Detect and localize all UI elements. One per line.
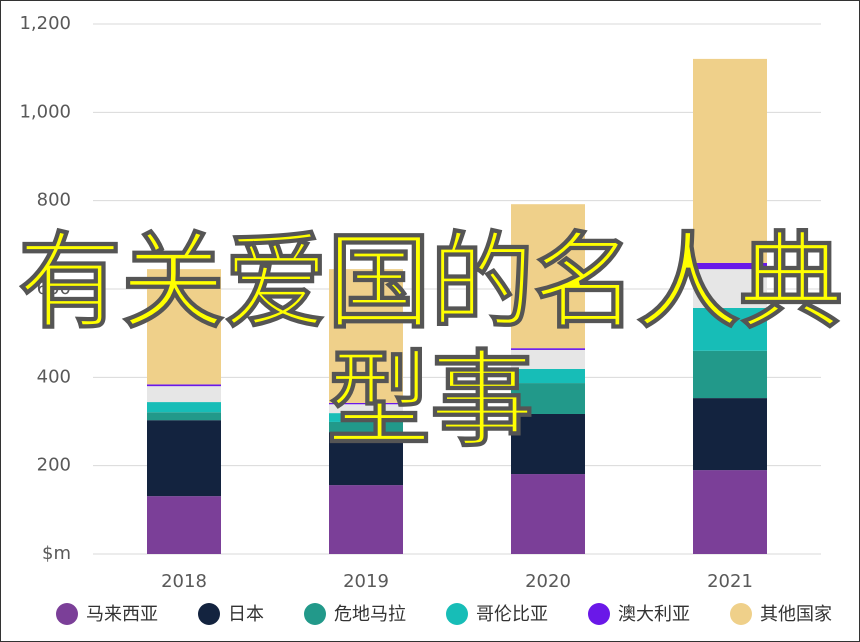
bar-segment (693, 470, 767, 554)
bar-segment (329, 413, 403, 422)
legend-label: 其他国家 (760, 604, 832, 625)
legend-marker (56, 603, 78, 625)
bar-segment (329, 485, 403, 554)
legend-marker (446, 603, 468, 625)
legend-label: 危地马拉 (334, 604, 406, 625)
bar-segment (329, 421, 403, 433)
legend-marker (730, 603, 752, 625)
bar-segment (511, 383, 585, 414)
bar-segment (511, 349, 585, 369)
bar-segment (329, 432, 403, 486)
bar-segment (693, 58, 767, 263)
y-tick-label: 1,200 (19, 13, 71, 34)
x-tick-label: 2018 (161, 571, 207, 592)
bar-segment (147, 496, 221, 554)
bar-segment (693, 262, 767, 270)
legend-marker (588, 603, 610, 625)
bar-segment (147, 420, 221, 497)
y-tick-label: 600 (37, 278, 71, 299)
bar-segment (693, 307, 767, 351)
bar-segment (329, 404, 403, 414)
bar-segment (329, 269, 403, 403)
y-tick-label: 1,000 (19, 101, 71, 122)
bar-segment (147, 412, 221, 421)
bar-segment (511, 204, 585, 349)
legend-label: 哥伦比亚 (476, 604, 548, 625)
bar-segment (511, 413, 585, 475)
bar-segment (511, 348, 585, 350)
y-tick-label: $m (42, 543, 71, 564)
x-tick-label: 2020 (525, 571, 571, 592)
y-tick-label: 200 (37, 455, 71, 476)
bar-segment (511, 474, 585, 554)
legend-label: 日本 (228, 604, 264, 625)
bar-segment (693, 398, 767, 471)
x-tick-label: 2019 (343, 571, 389, 592)
legend-label: 澳大利亚 (618, 604, 690, 625)
y-tick-label: 400 (37, 366, 71, 387)
bar-segment (147, 384, 221, 387)
bar-segment (329, 402, 403, 405)
bar-segment (147, 269, 221, 385)
bar-segment (147, 402, 221, 413)
x-tick-label: 2021 (707, 571, 753, 592)
y-tick-label: 800 (37, 190, 71, 211)
legend-marker (304, 603, 326, 625)
bar-segment (693, 269, 767, 308)
bar-segment (693, 350, 767, 399)
bar-segment (147, 386, 221, 403)
legend-label: 马来西亚 (86, 604, 158, 625)
bar-segment (511, 368, 585, 384)
legend-marker (198, 603, 220, 625)
overlay-headline: 有关爱国的名人典型事 (17, 221, 843, 461)
